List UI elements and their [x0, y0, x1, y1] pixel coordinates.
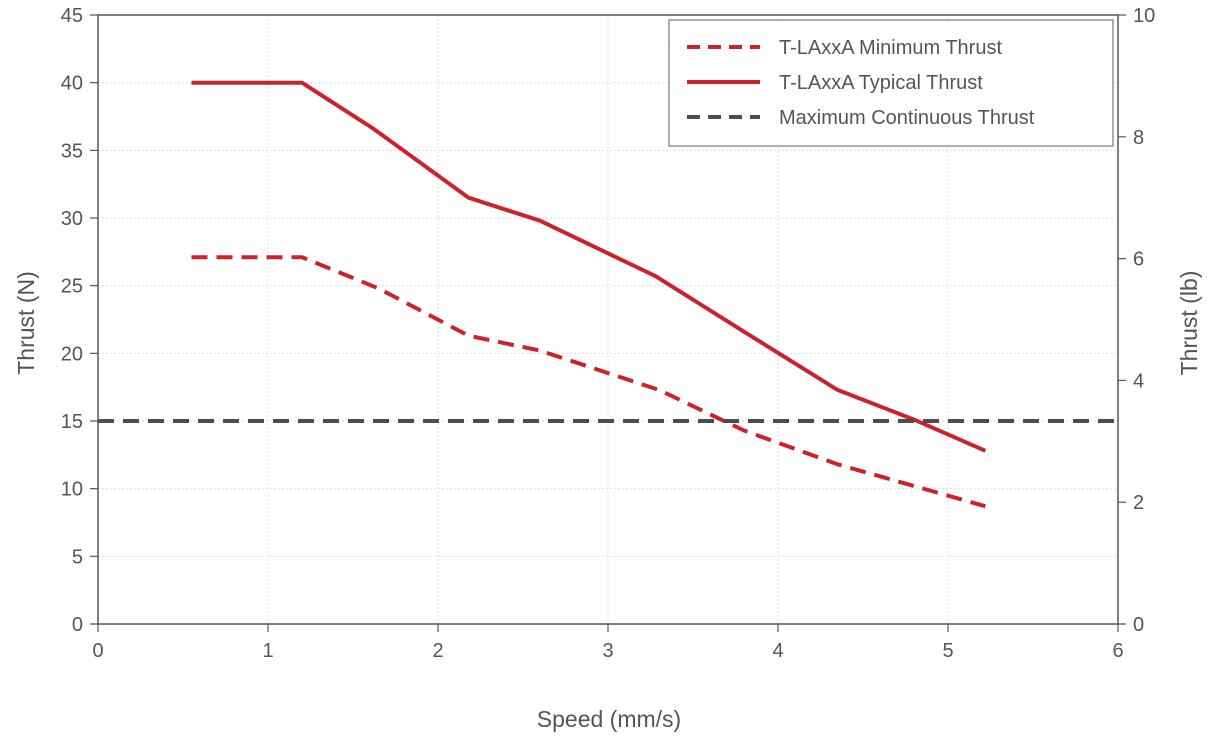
x-tick-label: 1: [262, 640, 273, 662]
y-tick-label: 15: [61, 411, 83, 433]
y-tick-label: 20: [61, 343, 83, 365]
x-tick-label: 0: [92, 640, 103, 662]
y2-tick-label: 10: [1133, 5, 1155, 27]
series-typical-thrust-line: [191, 80, 987, 453]
x-tick-label: 6: [1112, 640, 1123, 662]
y-axis-title: Thrust (N): [13, 271, 39, 375]
y2-tick-label: 2: [1133, 492, 1144, 514]
y-tick-label: 5: [72, 546, 83, 568]
y-tick-label: 30: [61, 208, 83, 230]
y2-tick-label: 0: [1133, 614, 1144, 636]
y2-tick-label: 6: [1133, 249, 1144, 271]
y-tick-label: 25: [61, 276, 83, 298]
legend-label-max-continuous: Maximum Continuous Thrust: [779, 107, 1035, 129]
y-tick-label: 45: [61, 5, 83, 27]
legend-label-typical: T-LAxxA Typical Thrust: [779, 72, 983, 94]
y2-axis-title: Thrust (lb): [1176, 271, 1202, 376]
y-tick-label: 10: [61, 479, 83, 501]
y-tick-label: 35: [61, 140, 83, 162]
legend: T-LAxxA Minimum Thrust T-LAxxA Typical T…: [668, 19, 1114, 147]
y-tick-label: 0: [72, 614, 83, 636]
legend-label-minimum: T-LAxxA Minimum Thrust: [779, 37, 1002, 59]
series-minimum-thrust-line: [191, 255, 986, 509]
x-axis-title: Speed (mm/s): [537, 706, 681, 732]
x-tick-label: 2: [432, 640, 443, 662]
tick-layer: [90, 14, 1126, 632]
x-tick-label: 3: [602, 640, 613, 662]
x-tick-label: 5: [942, 640, 953, 662]
x-tick-label: 4: [772, 640, 783, 662]
y-tick-label: 40: [61, 73, 83, 95]
y2-tick-label: 4: [1133, 370, 1144, 392]
y2-tick-label: 8: [1133, 127, 1144, 149]
series-layer: [98, 80, 1118, 509]
